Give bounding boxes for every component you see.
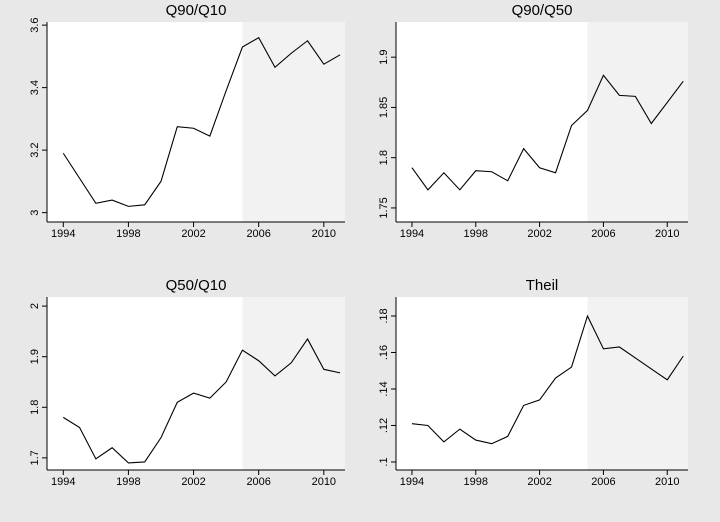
data-line [411, 314, 684, 445]
y-tick-label: 3 [29, 210, 41, 216]
y-tick-label: 1.85 [378, 97, 390, 118]
y-tick-label: 1.8 [378, 150, 390, 165]
y-tick-label: 3.2 [29, 142, 41, 157]
data-line [62, 337, 341, 464]
x-tick-label: 2002 [181, 476, 205, 488]
y-tick-label: .1 [378, 457, 390, 466]
y-tick-label: 1.75 [378, 197, 390, 218]
x-tick-label: 1994 [51, 228, 75, 240]
shade-region [242, 297, 345, 470]
panel-title: Theil [526, 277, 559, 294]
x-tick-label: 1994 [400, 476, 424, 488]
x-tick-label: 1998 [464, 228, 488, 240]
x-tick-label: 1998 [116, 476, 140, 488]
panel-title: Q90/Q50 [512, 2, 573, 19]
data-line [411, 74, 684, 191]
x-tick-label: 2002 [527, 228, 551, 240]
data-line [62, 36, 341, 207]
y-tick-label: .16 [378, 345, 390, 360]
x-tick-label: 2010 [312, 476, 336, 488]
x-tick-label: 1998 [464, 476, 488, 488]
x-tick-label: 2006 [246, 476, 270, 488]
x-tick-label: 2002 [527, 476, 551, 488]
x-tick-label: 2010 [312, 228, 336, 240]
panel-title: Q50/Q10 [166, 277, 227, 294]
y-tick-label: 2 [29, 303, 41, 309]
shade-region [587, 297, 688, 470]
x-tick-label: 2006 [591, 228, 615, 240]
y-tick-label: 1.7 [29, 450, 41, 465]
x-tick-label: 2010 [655, 228, 679, 240]
x-tick-label: 2002 [181, 228, 205, 240]
x-tick-label: 2010 [655, 476, 679, 488]
x-tick-label: 2006 [591, 476, 615, 488]
x-tick-label: 1994 [51, 476, 75, 488]
y-tick-label: .12 [378, 418, 390, 433]
shade-region [242, 22, 345, 222]
y-tick-label: 3.4 [29, 80, 41, 95]
shade-region [587, 22, 688, 222]
y-tick-label: 1.9 [378, 50, 390, 65]
y-tick-label: .18 [378, 308, 390, 323]
y-tick-label: 1.8 [29, 400, 41, 415]
y-tick-label: 3.6 [29, 17, 41, 32]
y-tick-label: .14 [378, 381, 390, 396]
x-tick-label: 2006 [246, 228, 270, 240]
panel-title: Q90/Q10 [166, 2, 227, 19]
x-tick-label: 1994 [400, 228, 424, 240]
x-tick-label: 1998 [116, 228, 140, 240]
y-tick-label: 1.9 [29, 349, 41, 364]
